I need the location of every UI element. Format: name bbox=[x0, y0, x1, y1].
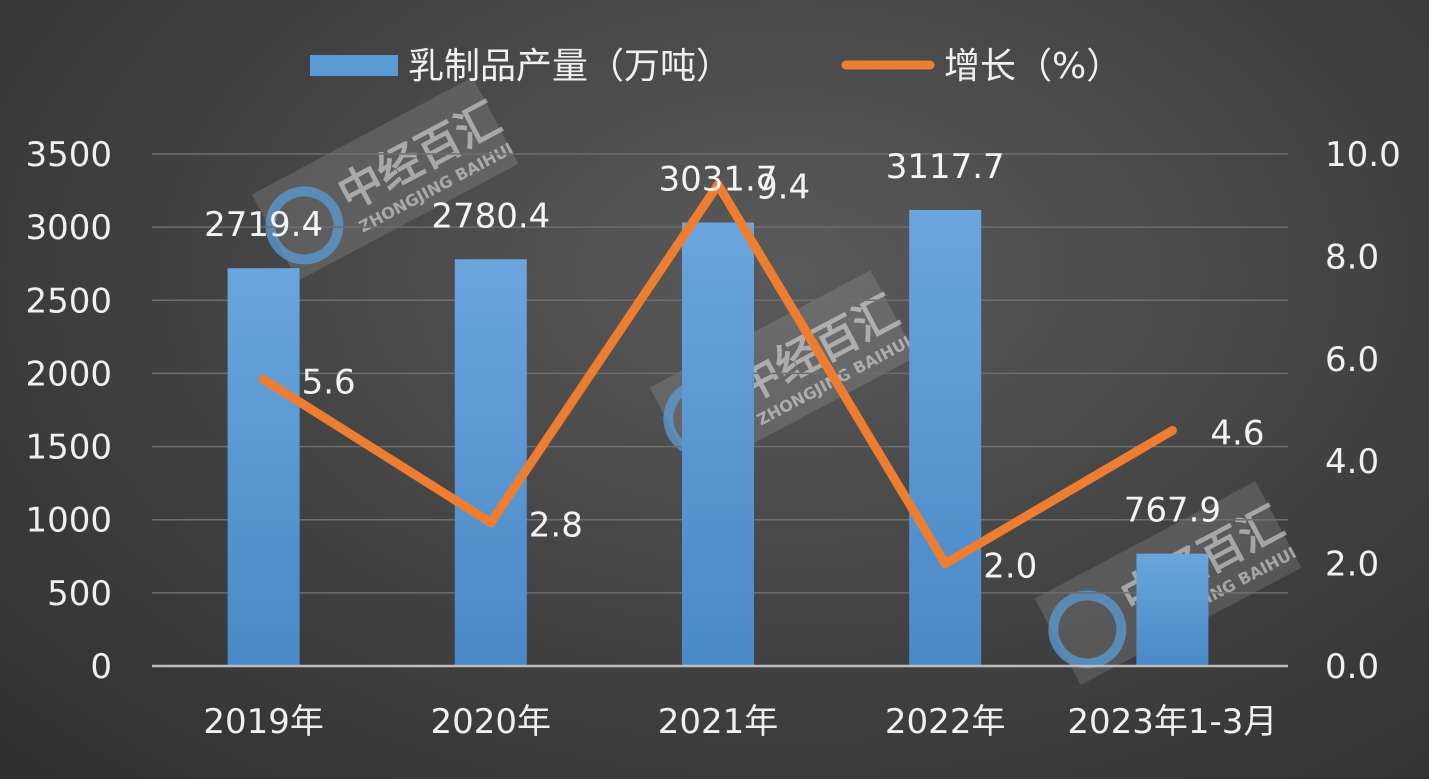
bar bbox=[909, 209, 982, 666]
bar-value-label: 3117.7 bbox=[886, 147, 1005, 187]
line-point bbox=[1167, 425, 1177, 435]
watermark-logo-icon bbox=[1048, 590, 1127, 669]
bar-value-label: 3031.7 bbox=[659, 160, 778, 200]
line-point bbox=[259, 374, 269, 384]
bar-value-label: 767.9 bbox=[1124, 491, 1221, 531]
y-left-tick-label: 1500 bbox=[25, 428, 112, 468]
y-left-tick-label: 3500 bbox=[25, 135, 112, 175]
bar-value-label: 2780.4 bbox=[431, 196, 550, 236]
bar-value-label: 2719.4 bbox=[204, 205, 323, 245]
legend: 乳制品产量（万吨） 增长（%） bbox=[310, 46, 1122, 87]
line-value-label: 5.6 bbox=[302, 362, 356, 402]
bar bbox=[227, 268, 300, 666]
bar bbox=[682, 222, 754, 666]
line-point bbox=[486, 518, 496, 528]
line-value-label: 2.8 bbox=[529, 506, 583, 546]
y-right-tick-label: 10.0 bbox=[1325, 135, 1401, 175]
line-value-label: 2.0 bbox=[983, 547, 1037, 587]
y-left-tick-label: 2500 bbox=[25, 281, 112, 321]
y-right-tick-label: 2.0 bbox=[1325, 545, 1379, 585]
watermark-logo-icon bbox=[265, 186, 344, 265]
line-series bbox=[259, 180, 1177, 569]
x-category-label: 2021年 bbox=[658, 702, 779, 742]
y-right-tick-label: 8.0 bbox=[1325, 237, 1379, 277]
y-right-tick-label: 4.0 bbox=[1325, 442, 1379, 482]
axes: 0 500 1000 1500 2000 2500 3000 3500 0.0 2.0 4.0 6.0… bbox=[25, 135, 1400, 742]
y-left-tick-label: 3000 bbox=[25, 208, 112, 248]
bar-series bbox=[227, 209, 1209, 666]
watermark-plate bbox=[251, 77, 519, 282]
y-right-tick-label: 0.0 bbox=[1325, 647, 1379, 687]
legend-label-line: 增长（%） bbox=[944, 46, 1122, 87]
bar bbox=[1136, 553, 1209, 666]
data-labels: 2719.4 2780.4 3031.7 3117.7 767.9 5.6 2.8 9.4 2.… bbox=[204, 147, 1264, 587]
y-left-tick-label: 1000 bbox=[25, 501, 112, 541]
x-category-label: 2020年 bbox=[431, 702, 552, 742]
x-category-label: 2019年 bbox=[203, 702, 324, 742]
x-category-label: 2023年1-3月 bbox=[1067, 702, 1277, 742]
legend-swatch-bar bbox=[310, 55, 398, 76]
y-left-tick-label: 0 bbox=[90, 647, 112, 687]
y-right-tick-label: 6.0 bbox=[1325, 340, 1379, 380]
line-point bbox=[713, 180, 723, 190]
y-left-tick-label: 500 bbox=[47, 574, 112, 614]
line-value-label: 4.6 bbox=[1210, 413, 1264, 453]
legend-label-bar: 乳制品产量（万吨） bbox=[408, 46, 732, 87]
line-point bbox=[940, 559, 950, 569]
x-category-label: 2022年 bbox=[885, 702, 1006, 742]
y-left-tick-label: 2000 bbox=[25, 354, 112, 394]
bar bbox=[454, 259, 527, 666]
line-value-label: 9.4 bbox=[756, 168, 810, 208]
